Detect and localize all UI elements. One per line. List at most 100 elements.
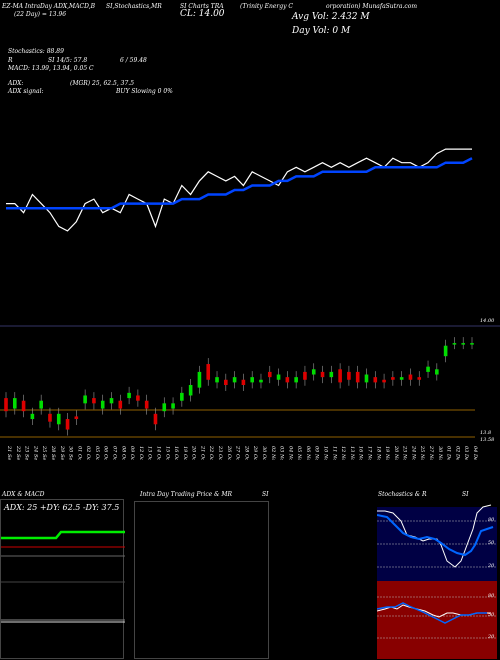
close-price-line bbox=[6, 148, 472, 232]
day-volume: Day Vol: 0 M bbox=[292, 26, 351, 36]
date-tick-label: 12 Oct bbox=[138, 446, 144, 460]
candle-body bbox=[347, 371, 351, 380]
stoch-d-line bbox=[377, 514, 494, 557]
date-axis: 21 Sep 22 Sep 23 Sep 24 Sep 25 Sep 28 Sep 29 S… bbox=[6, 445, 478, 460]
candle-body bbox=[267, 371, 272, 378]
date-tick-label: 05 Oct bbox=[94, 446, 100, 460]
candle-body bbox=[452, 343, 457, 345]
candle-body bbox=[127, 392, 131, 399]
date-tick-label: 17 Nov bbox=[366, 446, 372, 460]
candle-body bbox=[162, 403, 167, 412]
stoch-rsi-svg bbox=[377, 504, 497, 659]
adx-signal-label: ADX signal: bbox=[8, 88, 44, 95]
candle-body bbox=[109, 398, 114, 404]
date-tick-label: 01 Dec bbox=[446, 446, 452, 460]
date-tick-label: 20 Oct bbox=[191, 445, 197, 460]
candle-body bbox=[461, 343, 466, 345]
date-tick-label: 25 Sep bbox=[41, 445, 47, 460]
stoch-panel-title: Stochastics & R bbox=[378, 491, 427, 498]
date-tick-label: 03 Dec bbox=[463, 446, 469, 460]
stoch-kd: 6 / 59.48 bbox=[120, 57, 147, 64]
candle-body bbox=[382, 379, 386, 383]
candle-body bbox=[338, 369, 342, 383]
candle-body bbox=[250, 377, 254, 383]
candle-body bbox=[171, 403, 175, 409]
date-tick-label: 02 Oct bbox=[85, 446, 91, 460]
adx-panel-values: ADX: 25 +DY: 62.5 -DY: 37.5 bbox=[4, 503, 120, 512]
candle-body bbox=[92, 398, 96, 404]
stoch-tick-20: 20 bbox=[488, 563, 495, 569]
date-tick-label: 24 Nov bbox=[410, 445, 416, 460]
adx-panel-title: ADX & MACD bbox=[2, 491, 45, 498]
rsi-tick-80: 80 bbox=[488, 593, 495, 599]
date-tick-label: 23 Nov bbox=[402, 445, 408, 460]
candle-body bbox=[232, 377, 237, 383]
date-tick-label: 14 Oct bbox=[155, 446, 161, 460]
candle-body bbox=[65, 419, 70, 430]
price-lines bbox=[6, 148, 473, 232]
company-rest: orporation) MunafaSutra.com bbox=[326, 3, 418, 10]
date-tick-label: 30 Sep bbox=[68, 446, 74, 460]
candle-body bbox=[100, 400, 105, 409]
candle-body bbox=[4, 398, 8, 412]
date-tick-label: 18 Nov bbox=[375, 446, 381, 460]
candle-body bbox=[30, 413, 35, 420]
date-tick-label: 21 Oct bbox=[199, 445, 205, 460]
date-tick-label: 07 Oct bbox=[112, 446, 118, 460]
stoch-tick-80: 80 bbox=[488, 517, 495, 523]
candle-body bbox=[180, 392, 184, 401]
candle-body bbox=[355, 371, 360, 383]
candle-body bbox=[373, 377, 378, 383]
date-tick-label: 26 Oct bbox=[226, 445, 232, 460]
candle-body bbox=[391, 377, 395, 380]
candle-body bbox=[364, 374, 369, 383]
date-tick-label: 16 Nov bbox=[358, 446, 364, 460]
date-tick-label: 11 Nov bbox=[331, 446, 337, 460]
candle-body bbox=[259, 379, 263, 383]
adx-plus-line bbox=[1, 530, 125, 540]
candle-body bbox=[224, 379, 228, 385]
company-label: (Trinity Energy C bbox=[240, 3, 294, 10]
price-low-label-2: 13.58 bbox=[480, 437, 495, 443]
stoch-panel-suffix: SI bbox=[462, 491, 469, 498]
candle-body bbox=[74, 416, 79, 420]
candle-body bbox=[12, 398, 17, 409]
candle-body bbox=[320, 371, 325, 378]
date-tick-label: 19 Nov bbox=[384, 446, 390, 460]
date-tick-label: 15 Oct bbox=[164, 446, 170, 460]
date-tick-label: 29 Sep bbox=[59, 445, 65, 460]
date-tick-label: 13 Oct bbox=[147, 446, 153, 460]
candle-body bbox=[39, 400, 43, 409]
adx-label: ADX: bbox=[8, 80, 24, 87]
rsi-signal-line bbox=[377, 602, 487, 624]
stoch-title: SI,Stochastics,MR bbox=[106, 3, 162, 10]
date-tick-label: 23 Sep bbox=[24, 445, 30, 460]
rsi-background bbox=[377, 581, 497, 659]
candle-body bbox=[21, 400, 26, 412]
date-tick-label: 30 Oct bbox=[261, 446, 267, 460]
date-tick-label: 27 Nov bbox=[428, 445, 434, 460]
adx-values: (MGR) 25, 62.5, 37.5 bbox=[70, 80, 135, 87]
moving-average-line bbox=[6, 157, 473, 210]
stochastics-value: Stochastics: 88.89 bbox=[8, 48, 64, 55]
adx-panel: ADX: 25 +DY: 62.5 -DY: 37.5 bbox=[0, 499, 125, 659]
rsi-value: SI 14/5: 57.8 bbox=[48, 57, 88, 64]
rsi-tick-50: 50 bbox=[488, 612, 495, 618]
date-tick-label: 02 Dec bbox=[454, 446, 460, 460]
date-tick-label: 06 Nov bbox=[305, 446, 311, 460]
candle-body bbox=[144, 400, 149, 409]
candle-body bbox=[118, 400, 123, 409]
site-line: EZ-MA IntraDay ADX,MACD,B bbox=[2, 3, 96, 10]
candle-body bbox=[83, 395, 87, 404]
prev-line: (22 Day) = 13.96 bbox=[14, 11, 67, 18]
date-tick-label: 28 Oct bbox=[243, 445, 249, 460]
candle-body bbox=[136, 395, 140, 401]
date-tick-label: 27 Oct bbox=[235, 445, 241, 460]
date-tick-label: 05 Nov bbox=[296, 446, 302, 460]
date-tick-label: 21 Sep bbox=[6, 445, 12, 460]
candles bbox=[4, 337, 474, 436]
price-chart: 21 Sep 22 Sep 23 Sep 24 Sep 25 Sep 28 Sep 29 S… bbox=[0, 148, 500, 460]
candle-body bbox=[408, 374, 413, 380]
candle-body bbox=[153, 413, 158, 425]
candle-body bbox=[470, 343, 474, 345]
